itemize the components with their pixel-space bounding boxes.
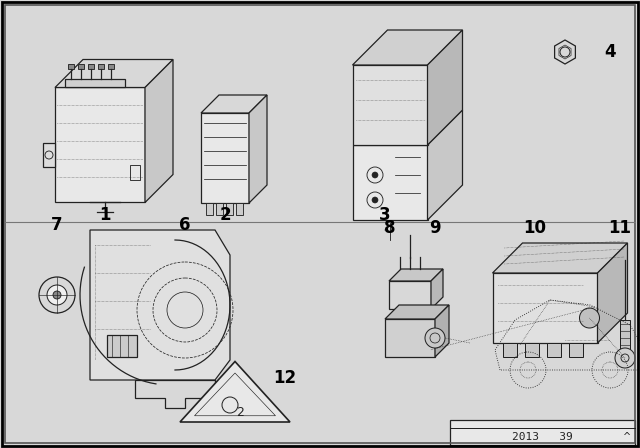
Polygon shape xyxy=(107,335,137,357)
Circle shape xyxy=(372,197,378,203)
Polygon shape xyxy=(55,87,145,202)
Text: 2: 2 xyxy=(236,405,244,418)
Text: 6: 6 xyxy=(179,216,191,234)
Polygon shape xyxy=(249,95,267,203)
Polygon shape xyxy=(226,203,233,215)
Polygon shape xyxy=(145,60,173,202)
Polygon shape xyxy=(353,65,428,145)
Circle shape xyxy=(425,328,445,348)
Polygon shape xyxy=(68,65,74,69)
Text: 10: 10 xyxy=(524,219,547,237)
Polygon shape xyxy=(502,343,516,357)
Polygon shape xyxy=(555,40,575,64)
Text: 3: 3 xyxy=(379,206,391,224)
Polygon shape xyxy=(90,230,230,380)
Polygon shape xyxy=(180,362,290,422)
Polygon shape xyxy=(98,65,104,69)
Text: 12: 12 xyxy=(273,369,296,387)
Polygon shape xyxy=(353,145,428,220)
Polygon shape xyxy=(525,343,538,357)
Polygon shape xyxy=(431,269,443,309)
Polygon shape xyxy=(389,281,431,309)
Text: 4: 4 xyxy=(604,43,616,61)
Circle shape xyxy=(53,291,61,299)
Polygon shape xyxy=(568,343,582,357)
Polygon shape xyxy=(389,269,443,281)
Circle shape xyxy=(615,348,635,368)
Circle shape xyxy=(372,172,378,178)
Polygon shape xyxy=(450,420,635,445)
Polygon shape xyxy=(55,60,173,87)
Polygon shape xyxy=(216,203,223,215)
Polygon shape xyxy=(236,203,243,215)
Text: 2013   39: 2013 39 xyxy=(512,432,573,442)
Circle shape xyxy=(39,277,75,313)
Polygon shape xyxy=(78,65,84,69)
Polygon shape xyxy=(201,113,249,203)
Polygon shape xyxy=(206,203,213,215)
Text: ^: ^ xyxy=(623,432,631,442)
Polygon shape xyxy=(428,110,463,220)
Polygon shape xyxy=(353,30,463,65)
Polygon shape xyxy=(88,65,94,69)
Text: 11: 11 xyxy=(609,219,632,237)
Polygon shape xyxy=(135,380,215,408)
Polygon shape xyxy=(493,273,598,343)
Polygon shape xyxy=(547,343,561,357)
Text: 7: 7 xyxy=(51,216,63,234)
Polygon shape xyxy=(435,305,449,357)
Polygon shape xyxy=(201,95,267,113)
Polygon shape xyxy=(493,243,627,273)
Text: 8: 8 xyxy=(384,219,396,237)
Polygon shape xyxy=(385,319,435,357)
Polygon shape xyxy=(65,79,125,87)
Polygon shape xyxy=(385,305,449,319)
Circle shape xyxy=(47,285,67,305)
Circle shape xyxy=(579,308,600,328)
Polygon shape xyxy=(428,30,463,145)
Text: 9: 9 xyxy=(429,219,441,237)
Polygon shape xyxy=(43,143,55,167)
Text: 1: 1 xyxy=(99,206,111,224)
Polygon shape xyxy=(108,65,114,69)
Polygon shape xyxy=(598,243,627,343)
Text: 2: 2 xyxy=(219,206,231,224)
Polygon shape xyxy=(620,320,630,350)
